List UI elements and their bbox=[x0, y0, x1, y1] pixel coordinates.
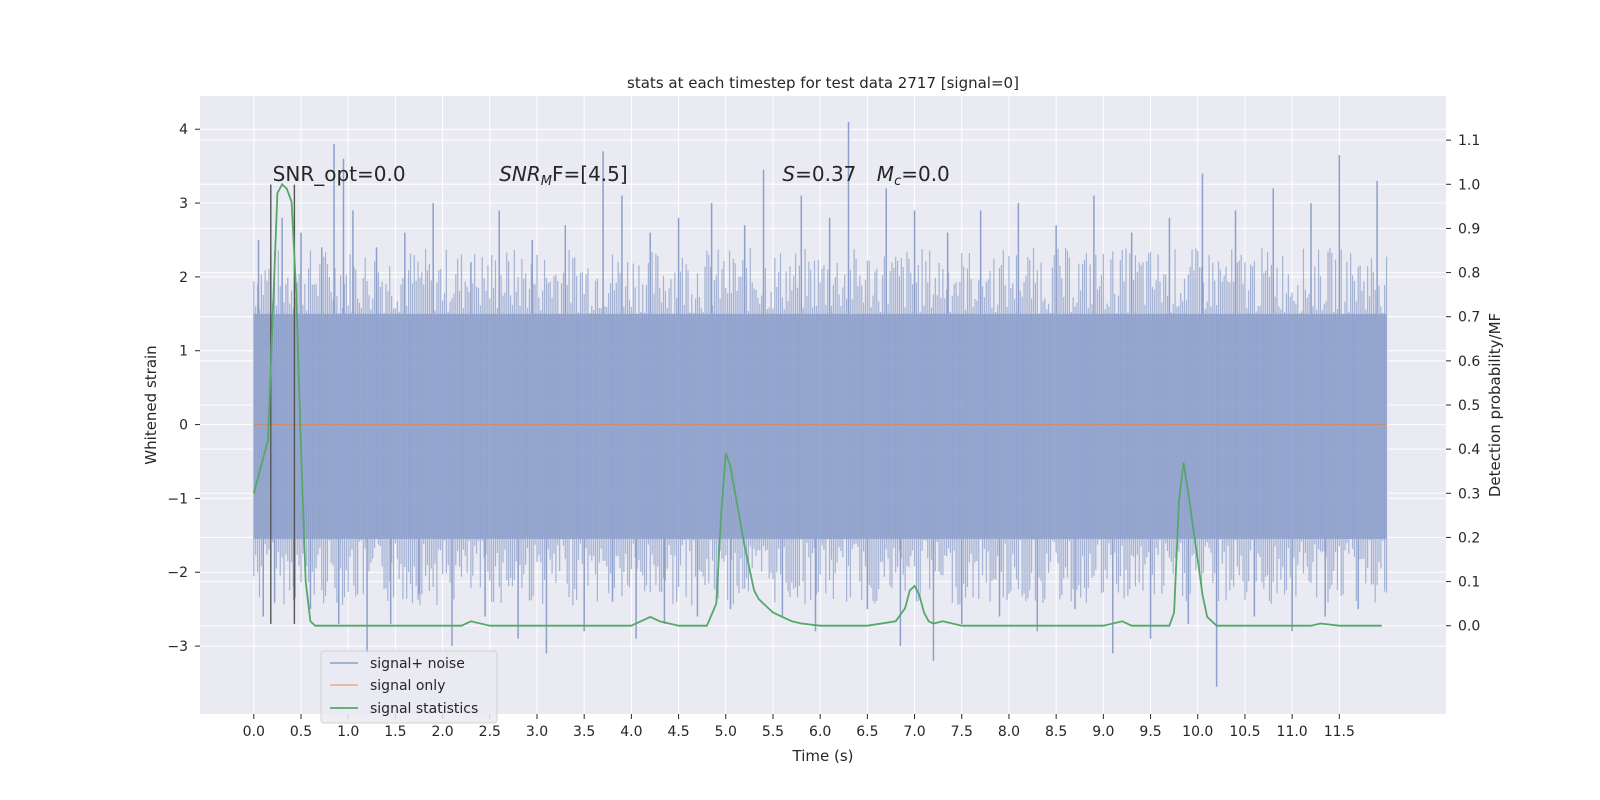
legend-label-signal: signal only bbox=[370, 678, 445, 694]
x-tick-label: 10.5 bbox=[1229, 724, 1260, 740]
y-tick-label: 2 bbox=[179, 270, 188, 286]
x-tick-label: 8.5 bbox=[1045, 724, 1067, 740]
x-tick-label: 2.5 bbox=[479, 724, 501, 740]
legend: signal+ noise signal only signal statist… bbox=[320, 650, 498, 724]
x-tick-label: 9.0 bbox=[1092, 724, 1114, 740]
y-right-tick-label: 0.0 bbox=[1458, 619, 1480, 635]
y-right-tick-label: 0.5 bbox=[1458, 398, 1480, 414]
legend-label-stats: signal statistics bbox=[370, 701, 478, 717]
annotation: S=0.37 bbox=[782, 162, 856, 186]
annotation: SNR_opt=0.0 bbox=[273, 162, 406, 186]
annotation: SNRMF=[4.5] bbox=[499, 162, 627, 189]
series-layer bbox=[252, 182, 1387, 627]
x-tick-label: 11.5 bbox=[1324, 724, 1355, 740]
y-tick-label: 3 bbox=[179, 196, 188, 212]
y-right-tick-label: 0.1 bbox=[1458, 575, 1480, 591]
y-axis-right-label: Detection probability/MF bbox=[1486, 313, 1504, 497]
y-axis-right: 1.1 1.0 0.9 0.8 0.7 0.6 0.5 0.4 0.3 0.2 0.1 0.0 bbox=[1446, 133, 1480, 635]
x-tick-label: 3.5 bbox=[573, 724, 595, 740]
x-tick-label: 5.0 bbox=[715, 724, 737, 740]
x-axis: 0.0 0.5 1.0 1.5 2.0 2.5 3.0 3.5 4.0 4.5 5.0 5.5 6.0 6… bbox=[243, 714, 1355, 740]
x-tick-label: 7.0 bbox=[903, 724, 925, 740]
annotations: SNR_opt=0.0 SNRMF=[4.5] S=0.37 Mc=0.0 bbox=[273, 162, 950, 189]
y-tick-label: −2 bbox=[167, 565, 188, 581]
x-tick-label: 4.0 bbox=[620, 724, 642, 740]
y-right-tick-label: 0.2 bbox=[1458, 530, 1480, 546]
y-tick-label: −1 bbox=[167, 491, 188, 507]
y-axis-label: Whitened strain bbox=[142, 345, 160, 464]
y-right-tick-label: 0.7 bbox=[1458, 310, 1480, 326]
y-right-tick-label: 0.6 bbox=[1458, 354, 1480, 370]
x-tick-label: 2.0 bbox=[431, 724, 453, 740]
y-tick-label: −3 bbox=[167, 639, 188, 655]
x-tick-label: 6.0 bbox=[809, 724, 831, 740]
y-right-tick-label: 0.4 bbox=[1458, 442, 1480, 458]
y-right-tick-label: 0.9 bbox=[1458, 221, 1480, 237]
legend-box bbox=[320, 650, 498, 724]
x-tick-label: 4.5 bbox=[667, 724, 689, 740]
signal-statistics-line bbox=[252, 182, 1382, 627]
x-tick-label: 7.5 bbox=[951, 724, 973, 740]
x-tick-label: 9.5 bbox=[1139, 724, 1161, 740]
x-tick-label: 1.5 bbox=[384, 724, 406, 740]
y-axis-left: 4 3 2 1 0 −1 −2 −3 bbox=[167, 122, 200, 655]
y-tick-label: 0 bbox=[179, 418, 188, 434]
x-tick-label: 5.5 bbox=[762, 724, 784, 740]
y-right-tick-label: 0.8 bbox=[1458, 266, 1480, 282]
x-tick-label: 11.0 bbox=[1277, 724, 1308, 740]
legend-label-noise: signal+ noise bbox=[370, 656, 465, 672]
x-tick-label: 0.5 bbox=[290, 724, 312, 740]
x-tick-label: 6.5 bbox=[856, 724, 878, 740]
y-right-tick-label: 1.0 bbox=[1458, 177, 1480, 193]
y-tick-label: 1 bbox=[179, 344, 188, 360]
y-tick-label: 4 bbox=[179, 122, 188, 138]
x-tick-label: 0.0 bbox=[243, 724, 265, 740]
y-right-tick-label: 0.3 bbox=[1458, 486, 1480, 502]
x-tick-label: 3.0 bbox=[526, 724, 548, 740]
noise-layer bbox=[253, 121, 1388, 687]
x-axis-label: Time (s) bbox=[792, 747, 854, 765]
annotation: Mc=0.0 bbox=[877, 162, 950, 189]
x-tick-label: 8.0 bbox=[998, 724, 1020, 740]
x-tick-label: 10.0 bbox=[1182, 724, 1213, 740]
chart-title: stats at each timestep for test data 271… bbox=[627, 74, 1019, 92]
y-right-tick-label: 1.1 bbox=[1458, 133, 1480, 149]
x-tick-label: 1.0 bbox=[337, 724, 359, 740]
